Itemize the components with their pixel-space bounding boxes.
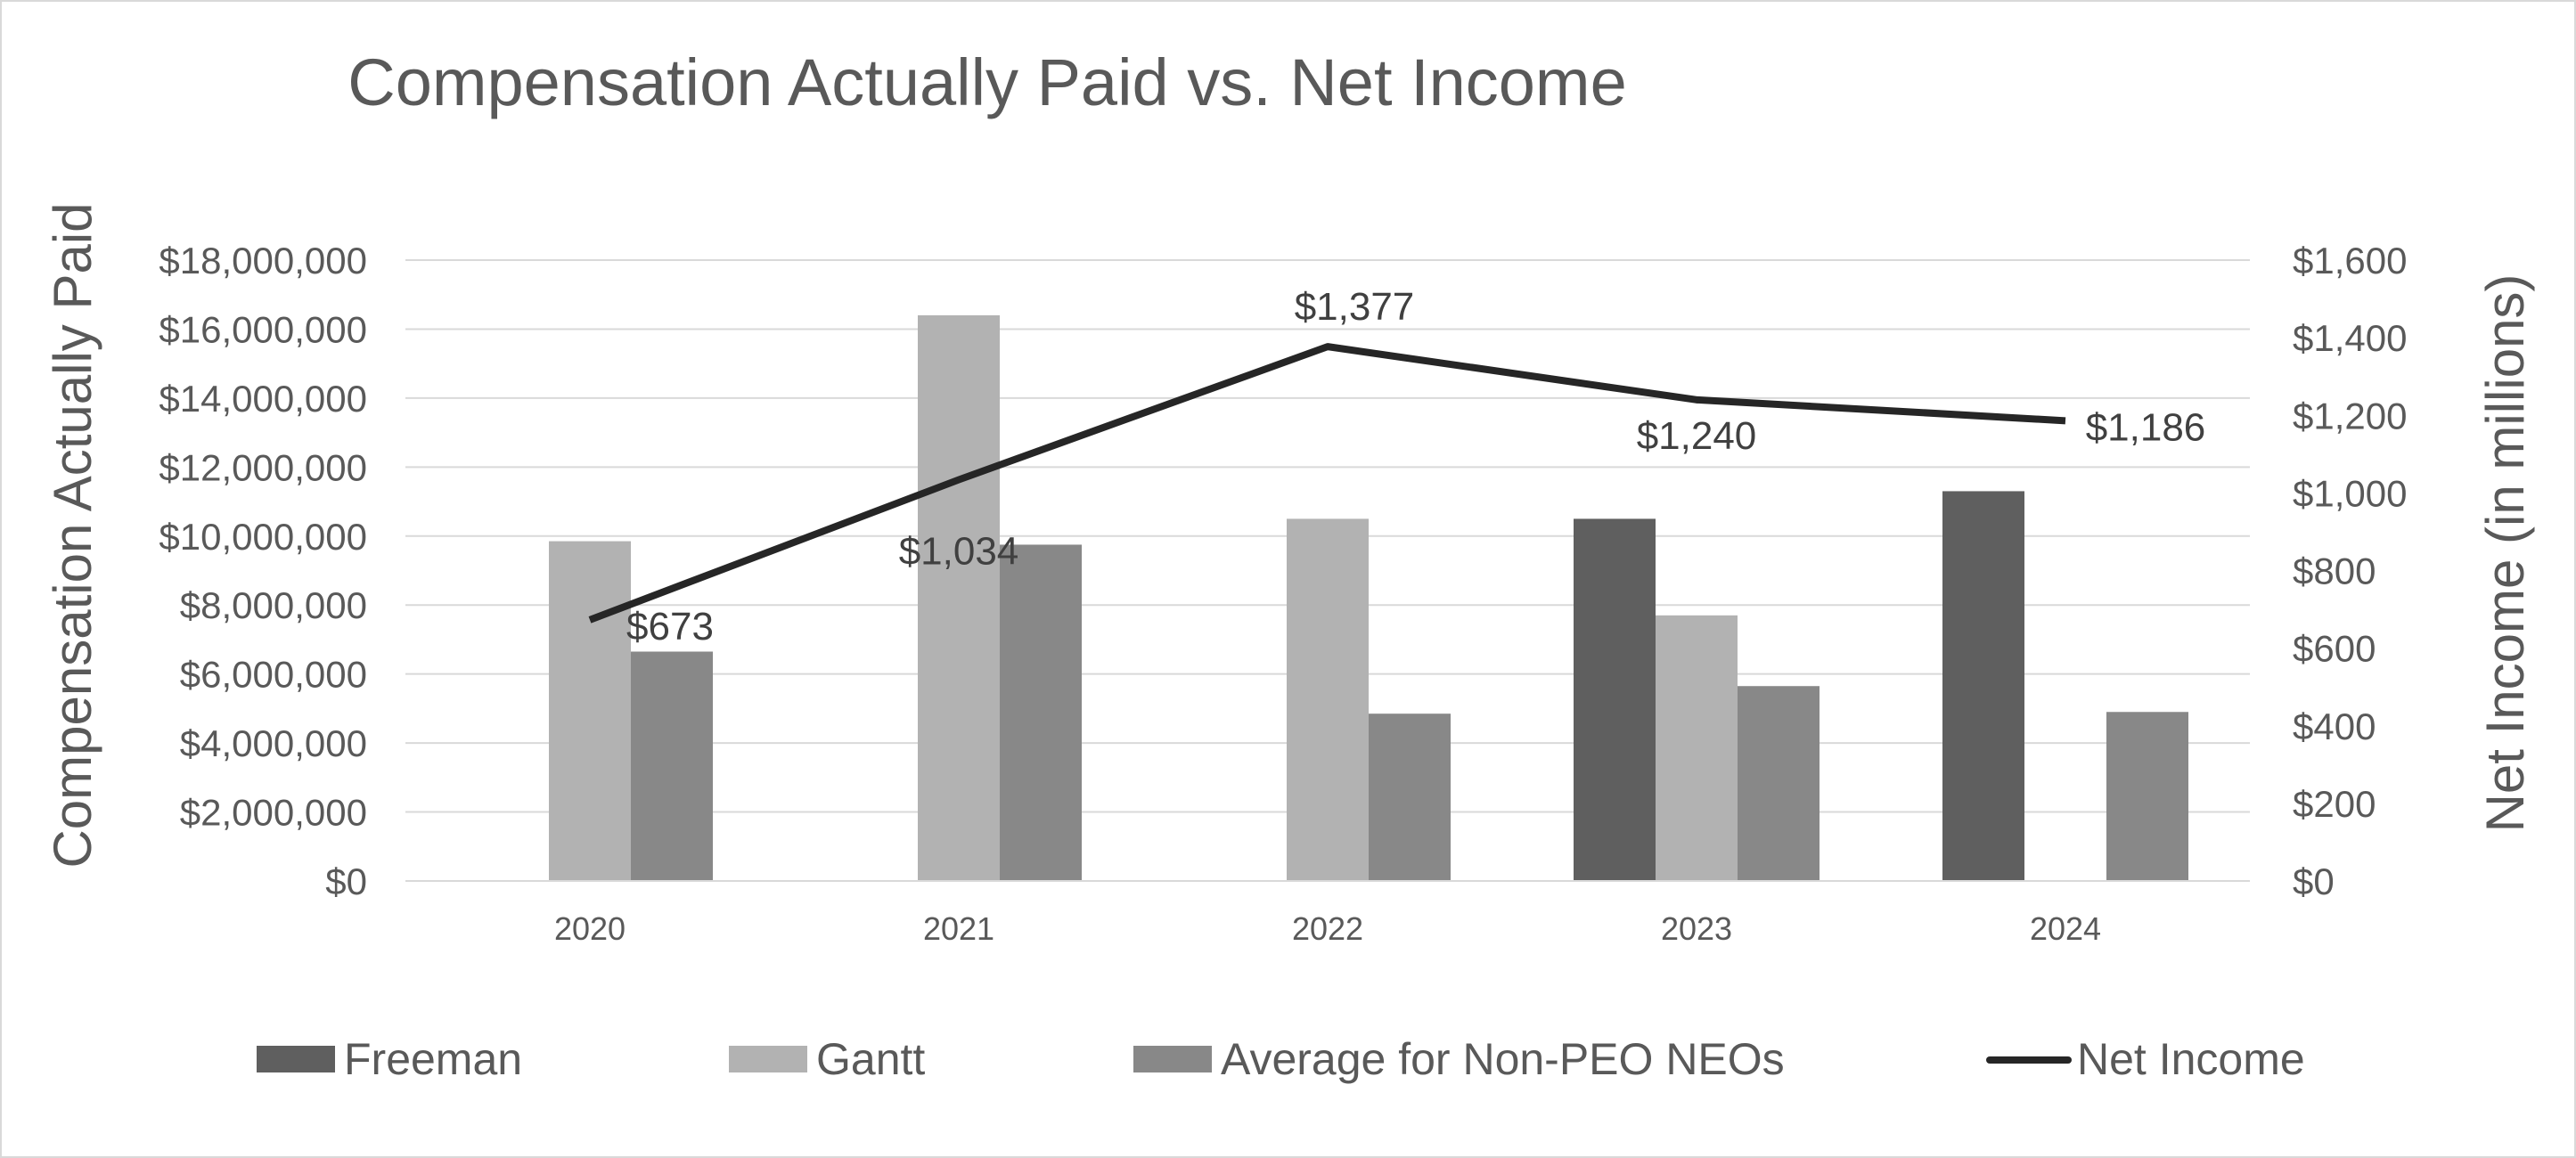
left-tick-label: $2,000,000 — [180, 792, 367, 834]
left-tick-label: $10,000,000 — [159, 516, 367, 558]
right-tick-label: $1,200 — [2293, 395, 2407, 436]
left-axis-ticks: $0 $2,000,000 $4,000,000 $6,000,000 $8,000,0… — [159, 240, 367, 902]
bar-gantt-2023 — [1656, 615, 1738, 881]
category-label: 2021 — [923, 910, 994, 947]
right-tick-label: $0 — [2293, 860, 2335, 902]
left-tick-label: $4,000,000 — [180, 722, 367, 764]
net-income-line-group: $673 $1,034 $1,377 $1,240 $1,186 — [588, 285, 2206, 648]
net-income-line — [588, 343, 2066, 624]
bar-average-for-non-peo-neos-2022 — [1369, 714, 1451, 881]
left-tick-label: $18,000,000 — [159, 240, 367, 281]
bar-average-for-non-peo-neos-2023 — [1738, 686, 1820, 881]
bar-freeman-2024 — [1942, 491, 2024, 881]
legend-label-average-for-non-peo-neos: Average for Non-PEO NEOs — [1221, 1034, 1785, 1084]
right-tick-label: $400 — [2293, 705, 2376, 747]
bar-gantt-2021 — [918, 314, 1000, 881]
right-tick-label: $1,000 — [2293, 472, 2407, 514]
category-label: 2022 — [1292, 910, 1363, 947]
legend-swatch-average-for-non-peo-neos — [1133, 1046, 1212, 1072]
net-income-data-label: $1,377 — [1295, 285, 1415, 329]
bars — [549, 314, 2188, 881]
bar-average-for-non-peo-neos-2024 — [2106, 712, 2188, 881]
net-income-data-label: $1,034 — [899, 530, 1019, 574]
category-labels: 2020 2021 2022 2023 2024 — [554, 910, 2101, 947]
right-tick-label: $600 — [2293, 628, 2376, 670]
legend-label-freeman: Freeman — [344, 1034, 522, 1084]
left-tick-label: $14,000,000 — [159, 378, 367, 420]
left-tick-label: $6,000,000 — [180, 654, 367, 696]
legend-label-gantt: Gantt — [816, 1034, 925, 1084]
legend: Freeman Gantt Average for Non-PEO NEOs Net … — [257, 1034, 2305, 1084]
left-tick-label: $16,000,000 — [159, 308, 367, 350]
chart-title: Compensation Actually Paid vs. Net Incom… — [348, 45, 1626, 119]
left-tick-label: $12,000,000 — [159, 446, 367, 488]
left-tick-label: $8,000,000 — [180, 584, 367, 626]
legend-swatch-freeman — [257, 1046, 335, 1072]
net-income-data-label: $1,240 — [1637, 414, 1757, 458]
bar-freeman-2023 — [1574, 518, 1656, 881]
right-axis-title: Net Income (in millions) — [2475, 274, 2535, 833]
right-tick-label: $1,600 — [2293, 240, 2407, 281]
net-income-data-label: $1,186 — [2086, 405, 2206, 449]
category-label: 2024 — [2030, 910, 2101, 947]
legend-swatch-gantt — [729, 1046, 807, 1072]
bar-average-for-non-peo-neos-2021 — [1000, 544, 1082, 881]
net-income-data-label: $673 — [626, 605, 714, 648]
right-tick-label: $1,400 — [2293, 317, 2407, 359]
bar-average-for-non-peo-neos-2020 — [631, 651, 713, 881]
right-tick-label: $200 — [2293, 783, 2376, 825]
right-axis-ticks: $0 $200 $400 $600 $800 $1,000 $1,200 $1,400 $1,6… — [2293, 240, 2407, 902]
bar-gantt-2020 — [549, 541, 631, 881]
category-label: 2023 — [1661, 910, 1732, 947]
left-tick-label: $0 — [325, 860, 367, 902]
legend-label-net-income: Net Income — [2077, 1034, 2305, 1084]
right-tick-label: $800 — [2293, 550, 2376, 592]
bar-gantt-2022 — [1287, 518, 1369, 881]
category-label: 2020 — [554, 910, 626, 947]
left-axis-title: Compensation Actually Paid — [43, 202, 102, 868]
